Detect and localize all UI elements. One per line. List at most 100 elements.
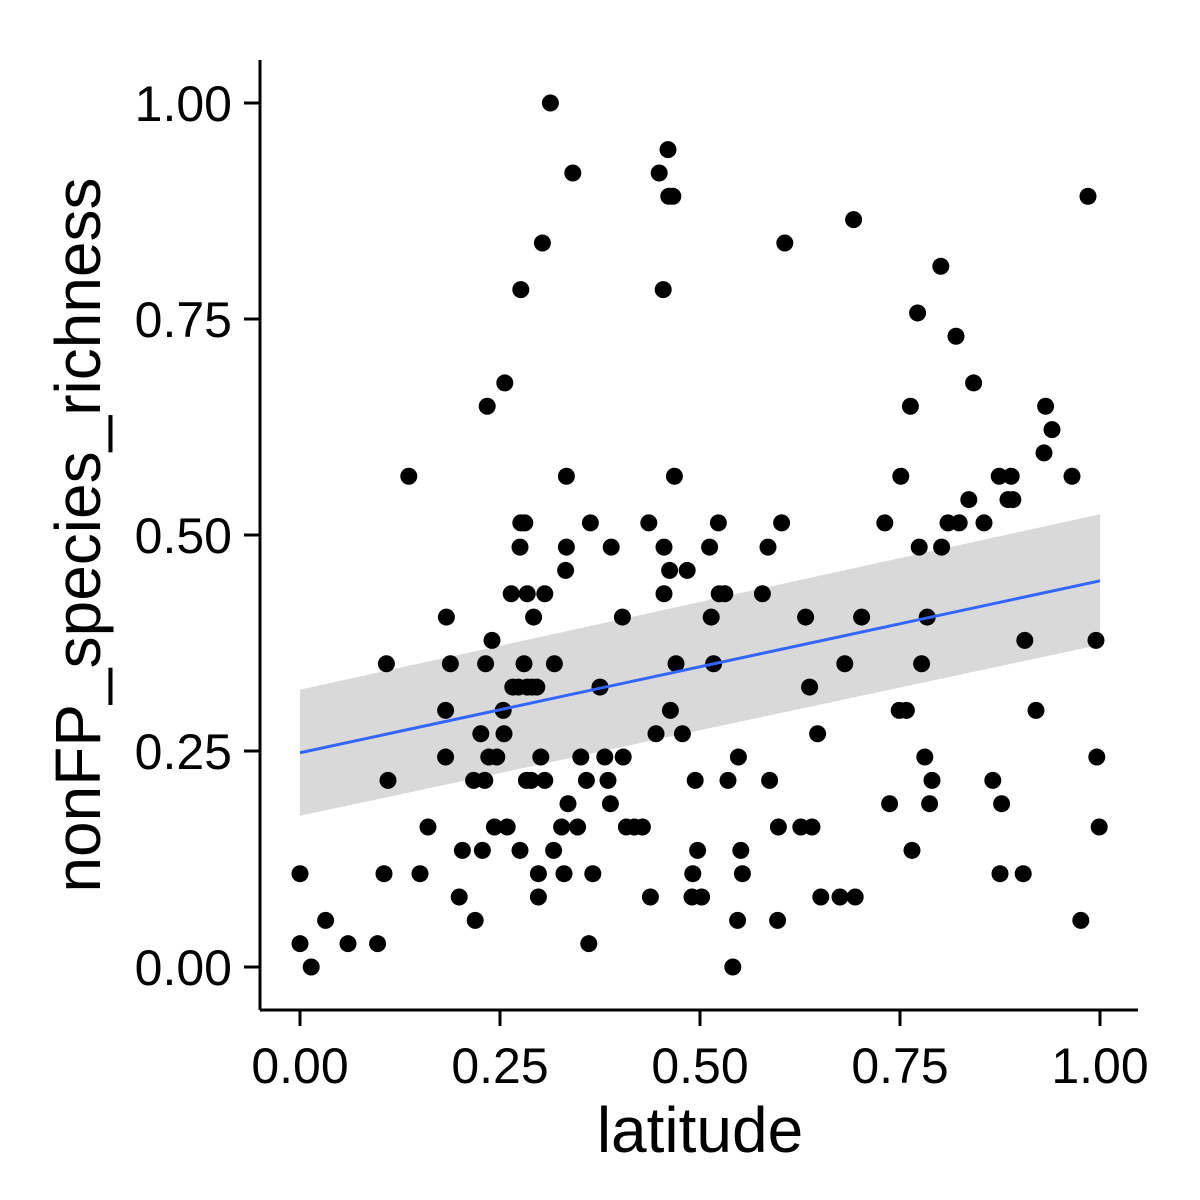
data-point [655, 538, 673, 556]
data-point [753, 585, 771, 603]
data-point [1088, 748, 1106, 766]
data-point [901, 397, 919, 415]
x-tick-label: 1.00 [1051, 1038, 1148, 1094]
data-point [640, 514, 658, 532]
data-point [960, 491, 978, 509]
regression-line [299, 579, 1101, 755]
data-point [761, 771, 779, 789]
data-point [689, 841, 707, 859]
data-point [511, 841, 529, 859]
data-point [990, 467, 1008, 485]
data-point [678, 561, 696, 579]
data-point [993, 795, 1011, 813]
data-point [584, 865, 602, 883]
data-point [515, 655, 533, 673]
data-point [776, 234, 794, 252]
data-point [729, 911, 747, 929]
data-point [478, 397, 496, 415]
data-point [733, 865, 751, 883]
data-point [1004, 491, 1022, 509]
data-point [477, 655, 495, 673]
data-point [991, 865, 1009, 883]
x-tick-label: 0.25 [451, 1038, 548, 1094]
data-point [581, 514, 599, 532]
data-point [975, 514, 993, 532]
data-point [528, 678, 546, 696]
data-point [831, 888, 849, 906]
data-point [483, 631, 501, 649]
data-point [732, 841, 750, 859]
data-point [773, 514, 791, 532]
data-point [659, 141, 677, 159]
data-point [650, 164, 668, 182]
data-point [913, 655, 931, 673]
data-point [564, 164, 582, 182]
data-point [881, 795, 899, 813]
y-axis-title: nonFP_species_richness [42, 177, 114, 892]
data-point [601, 795, 619, 813]
data-point [511, 538, 529, 556]
data-point [709, 514, 727, 532]
data-point [502, 585, 520, 603]
data-point [769, 818, 787, 836]
data-point [488, 748, 506, 766]
data-point [400, 467, 418, 485]
data-point [577, 771, 595, 789]
data-point [1037, 397, 1055, 415]
data-point [1087, 631, 1105, 649]
data-point [1027, 701, 1045, 719]
data-point [437, 748, 455, 766]
data-point [532, 748, 550, 766]
data-point [553, 818, 571, 836]
data-point [473, 841, 491, 859]
data-point [702, 608, 720, 626]
data-point [1079, 187, 1097, 205]
data-point [673, 725, 691, 743]
data-point [921, 795, 939, 813]
y-tick-label: 0.25 [135, 724, 232, 780]
data-point [495, 725, 513, 743]
data-point [317, 911, 335, 929]
data-point [529, 865, 547, 883]
x-tick-label: 0.50 [651, 1038, 748, 1094]
data-point [916, 748, 934, 766]
data-point [453, 841, 471, 859]
data-point [1043, 421, 1061, 439]
data-point [529, 888, 547, 906]
data-point [369, 935, 387, 953]
x-tick-label: 0.00 [251, 1038, 348, 1094]
data-point [641, 888, 659, 906]
data-point [759, 538, 777, 556]
data-point [437, 701, 455, 719]
data-point [496, 374, 514, 392]
data-point [1035, 444, 1053, 462]
data-point [910, 538, 928, 556]
data-point [769, 911, 787, 929]
x-axis-title: latitude [597, 1094, 803, 1166]
data-point [599, 771, 617, 789]
data-point [559, 795, 577, 813]
data-point [693, 888, 711, 906]
data-point [719, 771, 737, 789]
data-point [661, 561, 679, 579]
data-point [613, 608, 631, 626]
data-point [580, 935, 598, 953]
data-point [1072, 911, 1090, 929]
y-tick-label: 0.50 [135, 508, 232, 564]
data-point [845, 211, 863, 229]
data-point [533, 234, 551, 252]
y-tick-label: 1.00 [135, 76, 232, 132]
data-point [716, 585, 734, 603]
data-point [947, 327, 965, 345]
data-point [1090, 818, 1108, 836]
data-point [846, 888, 864, 906]
data-point [472, 725, 490, 743]
data-point [664, 187, 682, 205]
data-point [557, 538, 575, 556]
x-tick-label: 0.75 [851, 1038, 948, 1094]
data-point [729, 748, 747, 766]
data-point [545, 655, 563, 673]
data-point [512, 281, 530, 299]
data-point [569, 818, 587, 836]
